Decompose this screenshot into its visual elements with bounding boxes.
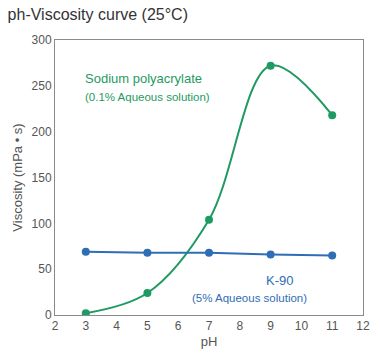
svg-text:4: 4 bbox=[113, 319, 120, 333]
svg-text:150: 150 bbox=[32, 171, 52, 185]
svg-text:6: 6 bbox=[175, 319, 182, 333]
svg-text:5: 5 bbox=[144, 319, 151, 333]
svg-text:Sodium polyacrylate: Sodium polyacrylate bbox=[85, 71, 202, 86]
svg-text:300: 300 bbox=[32, 33, 52, 47]
svg-text:pH: pH bbox=[201, 334, 218, 349]
svg-text:8: 8 bbox=[236, 319, 243, 333]
svg-text:50: 50 bbox=[38, 262, 52, 276]
svg-text:250: 250 bbox=[32, 79, 52, 93]
svg-text:9: 9 bbox=[267, 319, 274, 333]
svg-text:12: 12 bbox=[356, 319, 370, 333]
svg-text:3: 3 bbox=[82, 319, 89, 333]
svg-text:Viscosity (mPa • s): Viscosity (mPa • s) bbox=[10, 123, 25, 231]
svg-text:2: 2 bbox=[52, 319, 59, 333]
svg-text:7: 7 bbox=[206, 319, 213, 333]
svg-text:(0.1% Aqueous solution): (0.1% Aqueous solution) bbox=[85, 91, 210, 103]
svg-text:(5% Aqueous solution): (5% Aqueous solution) bbox=[192, 292, 307, 304]
svg-text:200: 200 bbox=[32, 125, 52, 139]
svg-text:ph-Viscosity curve (25°C): ph-Viscosity curve (25°C) bbox=[8, 6, 188, 23]
svg-text:10: 10 bbox=[295, 319, 309, 333]
svg-text:K-90: K-90 bbox=[266, 273, 293, 288]
svg-text:11: 11 bbox=[326, 319, 339, 333]
svg-text:100: 100 bbox=[32, 217, 52, 231]
svg-text:0: 0 bbox=[45, 308, 52, 322]
